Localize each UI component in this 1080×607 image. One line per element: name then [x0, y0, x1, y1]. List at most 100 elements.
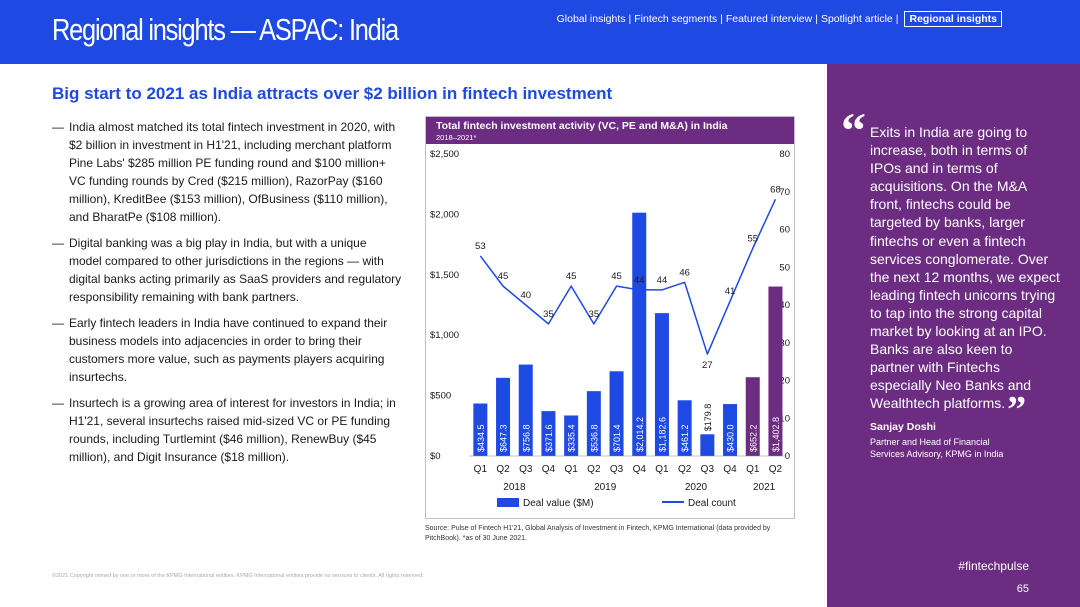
x-tick-label: Q2 [587, 464, 601, 475]
x-tick-label: Q1 [655, 464, 669, 475]
y-left-tick-label: $0 [430, 451, 441, 462]
bar-value-label: $652.2 [748, 424, 758, 452]
bar [541, 411, 556, 456]
y-left-tick-label: $1,000 [430, 330, 459, 341]
hashtag[interactable]: #fintechpulse [958, 559, 1029, 573]
deal-count-label: 40 [520, 290, 531, 301]
bar [632, 212, 647, 456]
deal-count-label: 35 [543, 309, 554, 320]
bar [745, 377, 760, 456]
bar-value-label: $1,402.8 [771, 417, 781, 452]
bullet-text: Insurtech is a growing area of interest … [69, 396, 396, 464]
nav-featured-interview[interactable]: Featured interview [725, 13, 813, 25]
bullet-text: Digital banking was a big play in India,… [69, 236, 402, 304]
speaker-name: Sanjay Doshi [870, 421, 936, 433]
section-nav: Global insights | Fintech segments | Fea… [557, 11, 1002, 27]
open-quote-icon: “ [841, 102, 866, 158]
y-right-tick-label: 60 [779, 225, 790, 236]
y-right-tick-label: 20 [779, 376, 790, 387]
y-left-tick-label: $1,500 [430, 270, 459, 281]
bar [564, 415, 579, 456]
year-label: 2018 [503, 482, 526, 493]
bar-value-label: $647.3 [499, 424, 509, 452]
chart-subtitle: 2018–2021* [436, 133, 477, 142]
y-right-tick-label: 70 [779, 187, 790, 198]
nav-separator: | [895, 13, 899, 25]
nav-spotlight-article[interactable]: Spotlight article [820, 13, 893, 25]
y-left-tick-label: $500 [430, 391, 451, 402]
bullet-list: — India almost matched its total fintech… [52, 118, 402, 474]
bar-value-label: $371.6 [544, 424, 554, 452]
bullet-text: India almost matched its total fintech i… [69, 120, 396, 224]
bar-value-label: $461.2 [680, 424, 690, 452]
deal-count-label: 55 [747, 233, 758, 244]
bar [496, 377, 511, 456]
deal-count-label: 46 [679, 267, 690, 278]
page-number: 65 [1016, 583, 1029, 595]
chart-source-note: Source: Pulse of Fintech H1'21, Global A… [425, 525, 771, 542]
bullet-item: — India almost matched its total fintech… [52, 118, 402, 226]
y-right-tick-label: 0 [785, 451, 790, 462]
nav-global-insights[interactable]: Global insights [556, 13, 626, 25]
x-tick-label: Q1 [564, 464, 578, 475]
x-tick-label: Q4 [723, 464, 737, 475]
bar-value-label: $335.4 [567, 424, 577, 452]
bullet-dash: — [52, 120, 64, 134]
y-right-tick-label: 40 [779, 300, 790, 311]
deal-count-label: 45 [611, 271, 622, 282]
bar-value-label: $1,182.6 [657, 417, 667, 452]
x-tick-label: Q2 [496, 464, 510, 475]
y-right-tick-label: 10 [779, 413, 790, 424]
chart-title: Total fintech investment activity (VC, P… [436, 120, 728, 132]
bar-value-label: $2,014.2 [635, 417, 645, 452]
x-tick-label: Q3 [519, 464, 533, 475]
y-right-tick-label: 50 [779, 262, 790, 273]
bar [609, 371, 624, 456]
year-label: 2021 [753, 482, 776, 493]
investment-chart: $0 $500 $1,000 $1,500 $2,000 $2,500 0 10 20 30 40 5… [430, 149, 790, 509]
bar-value-label: $434.5 [476, 424, 486, 452]
bar [586, 391, 601, 456]
quote-text: Exits in India are going to increase, bo… [870, 123, 1060, 429]
nav-regional-insights[interactable]: Regional insights [904, 11, 1002, 27]
bullet-text: Early fintech leaders in India have cont… [69, 316, 388, 384]
bar [723, 404, 738, 456]
bullet-dash: — [52, 396, 64, 410]
x-tick-label: Q3 [610, 464, 624, 475]
nav-fintech-segments[interactable]: Fintech segments [634, 13, 718, 25]
nav-separator: | [628, 13, 632, 25]
bar [677, 400, 692, 456]
bar-value-label: $701.4 [612, 424, 622, 452]
bar [473, 403, 488, 456]
close-quote-icon: ” [1007, 389, 1027, 432]
deal-count-line [479, 198, 777, 355]
legend-label: Deal value ($M) [523, 498, 594, 509]
nav-separator: | [720, 13, 723, 25]
bullet-item: — Insurtech is a growing area of interes… [52, 394, 402, 466]
deal-count-label: 53 [475, 241, 486, 252]
speaker-role: Partner and Head of Financial Services A… [870, 437, 1004, 459]
bar-value-label: $536.8 [589, 424, 599, 452]
bullet-dash: — [52, 236, 64, 250]
y-left-tick-label: $2,000 [430, 209, 459, 220]
quote-panel: “ Exits in India are going to increase, … [827, 64, 1080, 607]
bullet-item: — Early fintech leaders in India have co… [52, 314, 402, 386]
bar [518, 364, 533, 456]
deal-count-label: 68 [770, 184, 781, 195]
deal-count-label: 41 [725, 286, 736, 297]
bullet-item: — Digital banking was a big play in Indi… [52, 234, 402, 306]
bar-value-label: $430.0 [726, 424, 736, 452]
deal-count-label: 35 [589, 309, 600, 320]
x-tick-label: Q2 [678, 464, 692, 475]
copyright-footer: ©2021 Copyright owned by one or more of … [52, 573, 424, 579]
bar [654, 313, 669, 456]
page-title: Regional insights — ASPAC: India [52, 12, 399, 47]
bar [768, 286, 783, 456]
year-label: 2019 [594, 482, 617, 493]
deal-count-label: 44 [657, 275, 668, 286]
legend-label: Deal count [688, 498, 736, 509]
bullet-dash: — [52, 316, 64, 330]
header-bar: Regional insights — ASPAC: India Global … [0, 0, 1080, 64]
bar-value-label: $179.8 [703, 404, 713, 432]
y-right-tick-label: 80 [779, 149, 790, 160]
